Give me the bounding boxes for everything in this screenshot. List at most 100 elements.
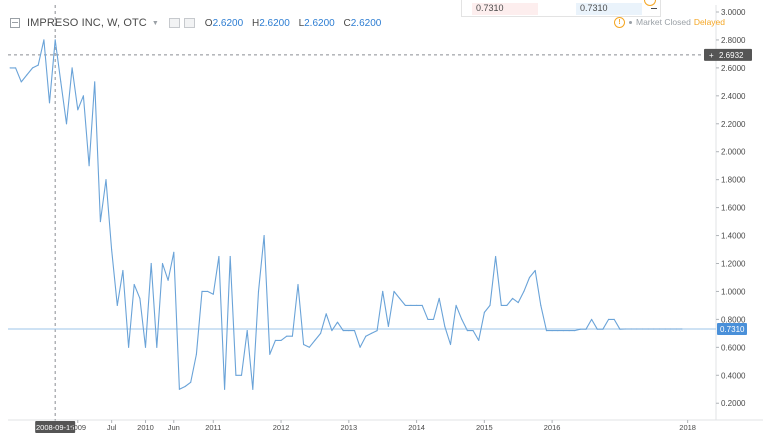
- price-point: [26, 74, 28, 76]
- ohlc-readout: O2.6200 H2.6200 L2.6200 C2.6200: [205, 18, 388, 29]
- price-point: [359, 346, 361, 348]
- close-label: C: [343, 17, 351, 29]
- price-point: [382, 290, 384, 292]
- price-point: [48, 102, 51, 104]
- crosshair-plus-icon: +: [709, 51, 714, 60]
- y-tick-label: 1.2000: [721, 260, 746, 269]
- price-point: [99, 221, 101, 223]
- alert-icon[interactable]: [644, 0, 656, 6]
- price-point: [314, 339, 316, 341]
- price-point: [410, 304, 412, 306]
- price-point: [207, 290, 209, 292]
- price-point: [15, 67, 17, 69]
- price-point: [331, 330, 333, 332]
- high-value: 2.6200: [259, 17, 290, 29]
- price-point: [43, 39, 45, 41]
- x-tick-label: 2011: [205, 423, 221, 432]
- price-point: [658, 328, 661, 330]
- price-point: [399, 297, 401, 299]
- price-point: [77, 109, 79, 111]
- y-tick-label: 3.0000: [721, 8, 746, 17]
- price-point: [489, 304, 491, 306]
- price-point: [116, 304, 118, 306]
- price-point: [353, 330, 356, 332]
- price-point: [574, 330, 576, 332]
- price-point: [336, 321, 339, 323]
- price-point: [630, 328, 632, 330]
- eye-toggle-icon[interactable]: [168, 18, 180, 28]
- price-point: [257, 290, 260, 292]
- price-point: [280, 339, 282, 341]
- price-point: [653, 328, 655, 330]
- x-tick-label: 2014: [408, 423, 425, 432]
- price-point: [139, 297, 141, 299]
- price-point: [495, 255, 497, 258]
- price-point: [472, 330, 474, 332]
- price-point: [545, 330, 548, 332]
- chevron-down-icon[interactable]: ▼: [151, 19, 159, 27]
- quote-panel: 0.7310 0.7310: [461, 0, 661, 17]
- low-label: L: [298, 17, 305, 29]
- crosshair-price-label: 2.6932: [719, 51, 744, 60]
- clock-icon: !: [614, 16, 625, 28]
- y-tick-label: 2.0000: [721, 148, 746, 157]
- price-point: [348, 330, 350, 332]
- price-point: [218, 255, 220, 258]
- price-point: [619, 328, 621, 330]
- price-point: [342, 330, 344, 332]
- price-point: [133, 283, 135, 286]
- price-point: [184, 385, 186, 388]
- price-point: [252, 388, 254, 390]
- price-point: [178, 388, 180, 390]
- minimize-icon[interactable]: [651, 8, 657, 9]
- price-point: [647, 328, 649, 330]
- price-point: [438, 297, 440, 299]
- price-point: [308, 346, 310, 348]
- price-point: [167, 279, 169, 281]
- price-point: [9, 67, 11, 69]
- price-point: [128, 346, 130, 348]
- y-tick-label: 0.4000: [721, 371, 746, 380]
- x-tick-label: 2015: [476, 423, 493, 432]
- price-point: [320, 332, 322, 334]
- price-point: [641, 328, 644, 330]
- settings-box-icon[interactable]: [183, 18, 195, 28]
- price-point: [596, 328, 598, 330]
- price-point: [602, 328, 604, 330]
- price-point: [325, 313, 327, 315]
- symbol-header: IMPRESO INC, W, OTC ▼ O2.6200 H2.6200 L2…: [10, 14, 387, 32]
- market-closed-text: Market Closed: [636, 17, 691, 27]
- price-point: [303, 343, 305, 346]
- price-point: [449, 343, 452, 346]
- price-point: [675, 328, 678, 330]
- price-point: [427, 318, 429, 320]
- y-tick-label: 1.4000: [721, 232, 746, 241]
- y-tick-label: 2.4000: [721, 92, 746, 101]
- collapse-icon[interactable]: [10, 18, 20, 28]
- x-tick-label: 2012: [273, 423, 290, 432]
- price-point: [585, 328, 587, 330]
- y-tick-label: 1.6000: [721, 204, 746, 213]
- ask-value: 0.7310: [576, 3, 642, 15]
- price-point: [478, 339, 480, 341]
- price-point: [269, 353, 271, 355]
- crosshair-date-label: 2008-09-15: [36, 423, 74, 432]
- price-point: [31, 67, 34, 69]
- price-point: [82, 95, 84, 97]
- price-point: [88, 165, 90, 167]
- price-point: [263, 235, 265, 237]
- price-point: [274, 339, 276, 341]
- price-point: [523, 290, 525, 292]
- y-tick-label: 2.8000: [721, 36, 746, 45]
- price-point: [291, 335, 293, 337]
- x-tick-label: 2009: [69, 423, 86, 432]
- price-point: [365, 335, 367, 337]
- y-tick-label: 0.2000: [721, 399, 746, 408]
- price-point: [94, 81, 96, 83]
- price-point: [201, 290, 203, 292]
- dot-icon: [629, 20, 632, 24]
- price-point: [370, 332, 372, 334]
- price-point: [286, 335, 288, 337]
